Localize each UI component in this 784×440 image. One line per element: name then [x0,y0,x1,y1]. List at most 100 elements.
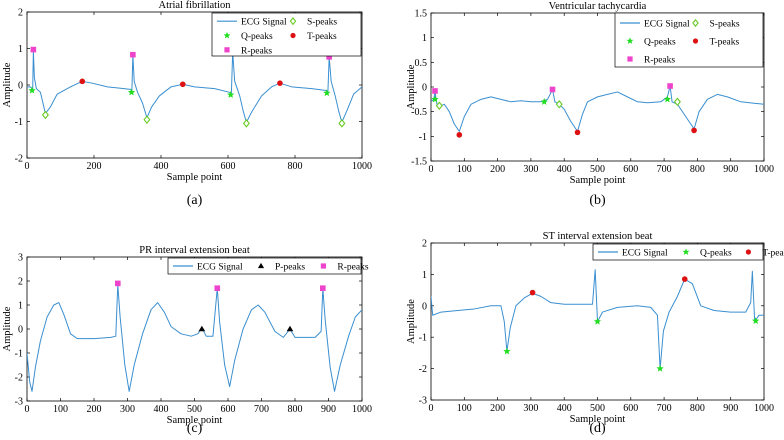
x-tick-label: 200 [490,164,505,175]
panel-label: (d) [589,421,606,436]
x-axis-label: Sample point [167,172,223,183]
t-peaks-marker [456,132,463,138]
chart-title: Ventricular tachycardia [549,1,647,12]
t-peaks-marker [574,129,581,136]
chart-title: PR interval extension beat [139,245,250,256]
q-peaks-marker [127,88,136,96]
x-tick-label: 200 [87,161,102,172]
x-tick-label: 600 [221,404,236,415]
x-tick-label: 400 [557,403,572,414]
q-peaks-marker [503,347,511,355]
legend-label: S-peaks [307,18,337,28]
legend-label: P-peaks [275,263,305,273]
x-tick-label: 900 [321,404,336,415]
ecg-signal-line [431,269,764,370]
r-peaks-marker [326,54,332,60]
x-tick-label: 1000 [754,403,774,414]
legend-label: Q-peaks [241,32,273,42]
ecg-signal-line [431,85,764,132]
y-axis-label: Amplitude [2,62,13,107]
y-tick-label: 0 [422,83,427,94]
legend-label: R-peaks [644,56,675,66]
q-peaks-marker [431,95,439,103]
x-tick-label: 300 [523,403,538,414]
s-peaks-marker [338,119,346,128]
legend-circle-swatch [290,32,296,39]
x-tick-label: 600 [623,164,638,175]
r-peaks-marker [667,83,673,89]
x-tick-label: 400 [154,161,169,172]
legend-circle-swatch [692,38,699,44]
x-tick-label: 100 [53,404,68,415]
y-tick-label: -2 [15,154,23,165]
x-tick-label: 200 [87,404,102,415]
legend-item: ECG Signal [598,249,668,259]
y-tick-label: 3 [18,253,23,264]
y-tick-label: -3 [419,396,427,407]
r-peaks-marker [214,285,221,291]
legend-diamond-swatch [289,17,297,26]
r-peaks-marker [432,88,438,94]
legend-item: T-peaks [290,32,337,42]
y-tick-label: 1 [422,33,427,44]
legend-item: ECG Signal [217,18,287,28]
legend-item: T-peaks [745,249,784,259]
t-peaks-marker [277,80,283,86]
y-tick-label: -1.5 [411,157,427,168]
legend-item: ECG Signal [620,20,690,30]
legend-box [614,12,764,68]
q-peaks-marker [323,89,331,97]
legend-star-swatch [223,31,231,39]
panel-label: (b) [589,193,606,208]
y-tick-label: 2 [422,239,427,250]
x-tick-label: 0 [429,403,434,414]
y-tick-label: 1 [18,44,23,55]
legend-square-swatch [224,47,230,53]
legend-item: T-peaks [692,38,740,48]
legend-label: R-peaks [241,46,272,56]
y-axis-label: Amplitude [406,299,417,344]
s-peaks-marker [41,110,49,120]
x-axis-label: Sample point [570,175,626,186]
x-axis-label: Sample point [167,415,223,426]
x-tick-label: 700 [657,403,672,414]
x-tick-label: 500 [590,403,605,414]
s-peaks-marker [555,100,563,109]
legend-box [211,12,362,57]
x-tick-label: 1000 [754,164,774,175]
x-tick-label: 400 [154,404,169,415]
legend-circle-swatch [745,249,752,255]
y-tick-label: -1 [419,132,427,143]
legend-box [592,243,764,261]
x-tick-label: 700 [254,404,269,415]
legend-item: R-peaks [627,56,675,66]
x-tick-label: 300 [120,404,135,415]
legend-item: R-peaks [320,263,369,273]
legend-triangle-swatch [257,262,265,269]
plot-area [26,256,363,402]
legend: ECG Signal Q-peaks R-peaks S-peaks T-peaks [211,12,362,57]
p-peaks-marker [286,325,294,332]
x-tick-label: 600 [623,403,638,414]
y-tick-label: 1.5 [415,9,428,20]
legend-star-swatch [626,37,634,44]
x-tick-label: 100 [457,403,472,414]
q-peaks-marker [752,317,760,324]
legend-box [167,257,362,275]
legend-label: ECG Signal [241,18,287,28]
q-peaks-marker [28,86,36,94]
legend-label: T-peaks [710,38,740,48]
y-tick-label: 0 [18,325,23,336]
legend-label: S-peaks [710,20,740,30]
legend: ECG Signal Q-peaks T-peaks [592,243,784,261]
q-peaks-marker [663,95,672,103]
legend-item: R-peaks [224,46,272,56]
s-peaks-marker [435,101,443,111]
x-tick-label: 800 [690,403,705,414]
t-peaks-marker [529,289,536,296]
panel-c: PR interval extension beat 0 100 200 300 400 5… [2,245,372,436]
legend-label: R-peaks [337,263,368,273]
y-tick-label: 2 [18,8,23,19]
y-tick-label: -0.5 [411,107,427,118]
